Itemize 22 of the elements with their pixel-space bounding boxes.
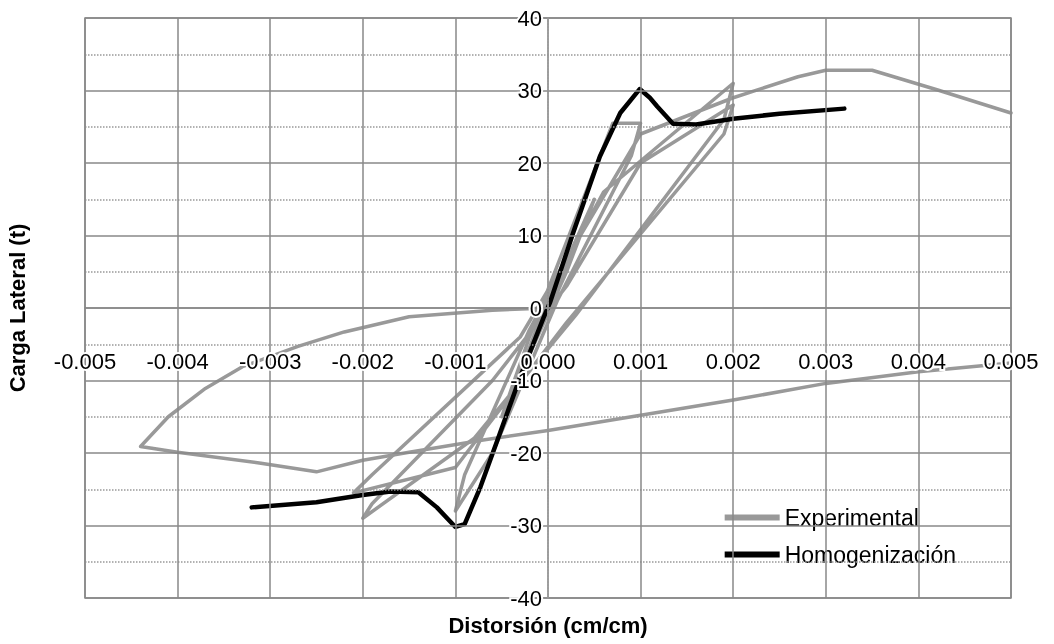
x-tick-label: 0.001: [613, 348, 669, 374]
legend-label: Experimental: [784, 504, 919, 531]
y-tick-label: -30: [510, 513, 542, 538]
x-tick-label: -0.002: [331, 348, 394, 374]
x-tick-label: 0.005: [983, 348, 1039, 374]
x-tick-label: 0.002: [705, 348, 761, 374]
x-tick-label: -0.001: [424, 348, 487, 374]
x-axis-title: Distorsión (cm/cm): [448, 612, 648, 638]
y-tick-label: 20: [517, 150, 542, 176]
y-tick-label: -20: [510, 440, 542, 466]
legend-label: Homogenización: [784, 541, 957, 568]
y-tick-label: 10: [517, 223, 542, 248]
y-tick-label: 30: [517, 78, 542, 103]
x-tick-label: -0.005: [53, 348, 117, 374]
y-axis-title: Carga Lateral (t): [4, 223, 30, 393]
y-tick-label: -40: [510, 585, 542, 611]
y-tick-label: 40: [517, 5, 542, 31]
x-tick-label: -0.004: [146, 348, 209, 374]
x-tick-label: 0.003: [798, 348, 854, 374]
y-tick-label: -10: [510, 368, 542, 393]
x-tick-label: -0.003: [239, 348, 302, 374]
x-tick-label: 0.004: [890, 348, 946, 374]
